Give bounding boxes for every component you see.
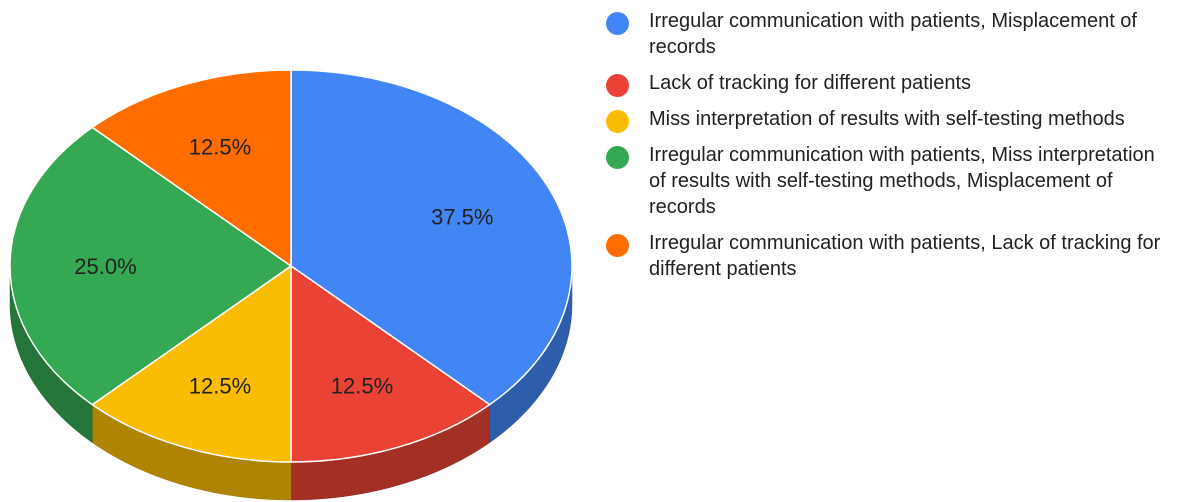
- pie-slice[interactable]: [9, 126, 292, 406]
- legend: Irregular communication with patients, M…: [606, 8, 1174, 292]
- legend-item[interactable]: Miss interpretation of results with self…: [606, 106, 1174, 133]
- slice-data-label: 12.5%: [189, 135, 251, 160]
- pie-slice[interactable]: [290, 265, 491, 463]
- slice-data-label: 12.5%: [331, 374, 393, 399]
- legend-item[interactable]: Lack of tracking for different patients: [606, 70, 1174, 97]
- slice-data-label: 12.5%: [189, 374, 251, 399]
- slice-data-label: 37.5%: [431, 205, 493, 230]
- legend-swatch: [606, 146, 629, 169]
- legend-swatch: [606, 12, 629, 35]
- legend-label: Irregular communication with patients, L…: [649, 232, 1161, 280]
- legend-swatch: [606, 74, 629, 97]
- pie-top: [9, 69, 573, 463]
- legend-item[interactable]: Irregular communication with patients, L…: [606, 230, 1174, 282]
- slice-data-label: 25.0%: [74, 254, 136, 279]
- legend-label: Lack of tracking for different patients: [649, 72, 972, 94]
- legend-swatch: [606, 234, 629, 257]
- legend-item[interactable]: Irregular communication with patients, M…: [606, 142, 1174, 220]
- pie-labels: 37.5% 12.5% 12.5% 25.0% 12.5%: [74, 135, 493, 399]
- legend-item[interactable]: Irregular communication with patients, M…: [606, 8, 1174, 60]
- pie-slice[interactable]: [91, 265, 292, 463]
- pie-slice[interactable]: [91, 69, 292, 267]
- pie-chart-plot: 37.5% 12.5% 12.5% 25.0% 12.5%: [9, 69, 573, 501]
- legend-label: Irregular communication with patients, M…: [649, 10, 1137, 58]
- legend-label: Miss interpretation of results with self…: [649, 108, 1125, 130]
- legend-swatch: [606, 110, 629, 133]
- pie-slice[interactable]: [290, 69, 573, 406]
- legend-label: Irregular communication with patients, M…: [649, 144, 1155, 218]
